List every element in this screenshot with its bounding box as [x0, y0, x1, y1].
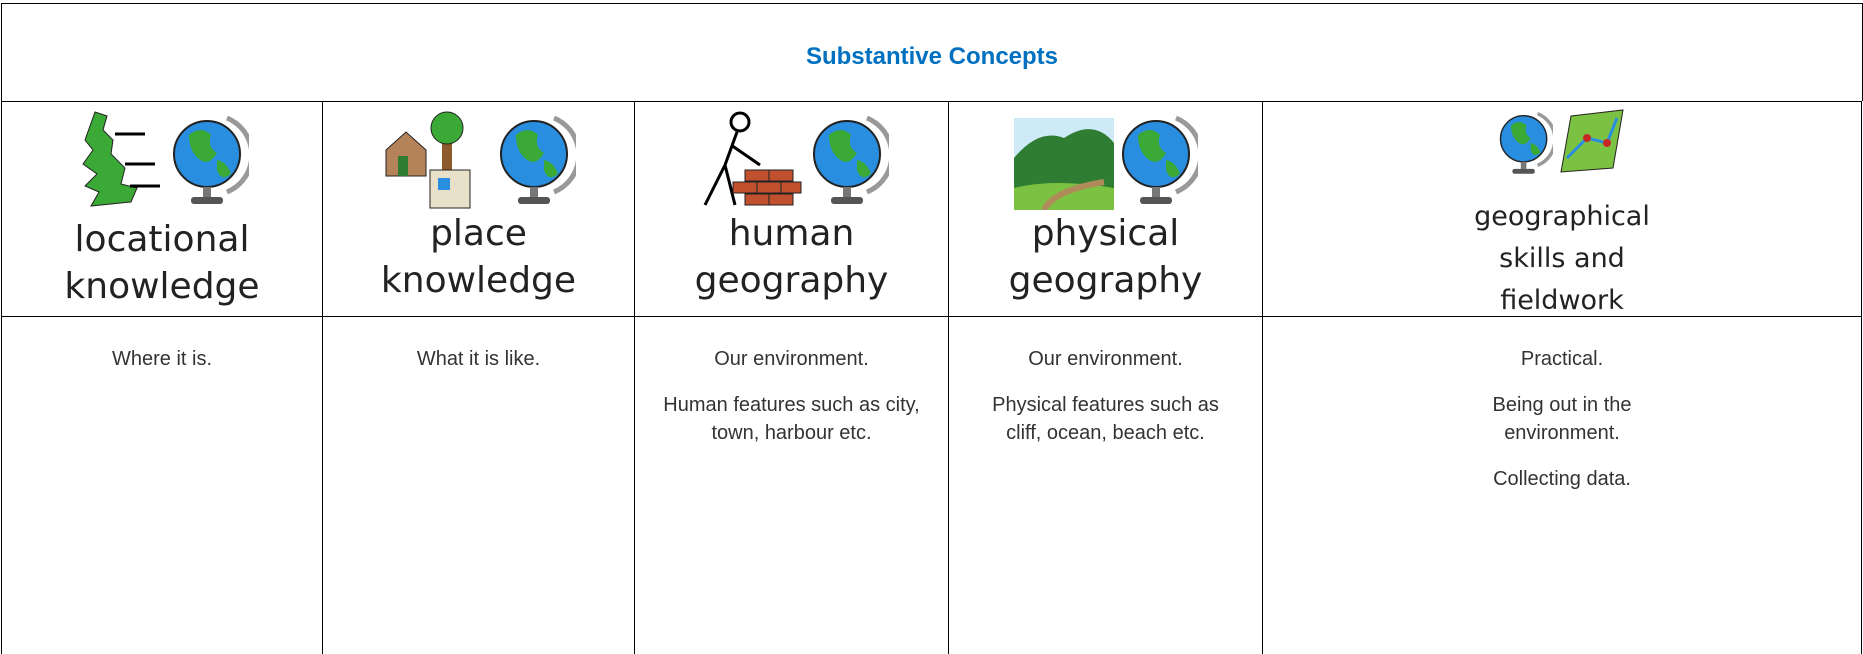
concept-label: locational knowledge: [2, 216, 322, 310]
text: Collecting data.: [1493, 468, 1631, 490]
text: geography: [1008, 260, 1203, 301]
concept-cell: place knowledge: [323, 102, 634, 304]
text: Human features such as city, town, harbo…: [663, 394, 920, 444]
concept-cell: human geography: [635, 102, 948, 304]
text: Our environment.: [1028, 348, 1183, 370]
column-border: [634, 101, 635, 654]
title: Substantive Concepts: [1, 3, 1863, 101]
text: Practical.: [1520, 348, 1604, 370]
globe-icon: [1118, 110, 1198, 210]
description: Where it is.: [2, 345, 322, 391]
column-border: [1262, 101, 1263, 654]
text: knowledge: [64, 266, 260, 307]
row-border: [1, 101, 1862, 102]
text: fieldwork: [1500, 285, 1624, 316]
text: skills and: [1499, 243, 1625, 274]
concept-cell: physical geography: [949, 102, 1262, 304]
uk-map-icon: [82, 111, 160, 207]
text: Physical features such as cliff, ocean, …: [992, 394, 1219, 444]
text: human: [728, 213, 855, 254]
text: Being out in the environment.: [1492, 394, 1632, 444]
concept-label: physical geography: [949, 210, 1262, 304]
globe-icon: [169, 110, 249, 210]
landscape-icon: [1013, 118, 1114, 210]
text: place: [430, 213, 527, 254]
icons: [2, 102, 322, 210]
icons: [949, 102, 1262, 210]
place-icon: [385, 111, 470, 209]
text: Our environment.: [714, 348, 869, 370]
column-border: [322, 101, 323, 654]
column-border: [1, 101, 2, 654]
concept-label: place knowledge: [323, 210, 634, 304]
row-border: [1, 316, 1862, 317]
description: Practical. Being out in the environment. C…: [1263, 345, 1861, 511]
column-border: [1861, 101, 1862, 654]
icons: [323, 102, 634, 210]
text: geographical: [1474, 201, 1650, 232]
globe-icon: [496, 110, 576, 210]
description: Our environment. Physical features such a…: [949, 345, 1262, 465]
concept-label: human geography: [635, 210, 948, 304]
globe-icon: [1497, 108, 1553, 178]
concept-cell: locational knowledge: [2, 102, 322, 310]
text: Where it is.: [111, 348, 213, 370]
builder-icon: [703, 111, 801, 206]
concept-cell: geographical skills and fieldwork: [1263, 102, 1861, 322]
concept-label: geographical skills and fieldwork: [1263, 196, 1861, 322]
column-border: [948, 101, 949, 654]
text: physical: [1031, 213, 1180, 254]
icons: [635, 102, 948, 210]
text: knowledge: [380, 260, 577, 301]
text: geography: [694, 260, 889, 301]
map-icon: [1560, 109, 1624, 173]
text: What it is like.: [416, 348, 541, 370]
text: locational: [74, 219, 250, 260]
icons: [1263, 102, 1861, 190]
globe-icon: [809, 110, 889, 210]
description: What it is like.: [323, 345, 634, 391]
description: Our environment. Human features such as c…: [635, 345, 948, 465]
